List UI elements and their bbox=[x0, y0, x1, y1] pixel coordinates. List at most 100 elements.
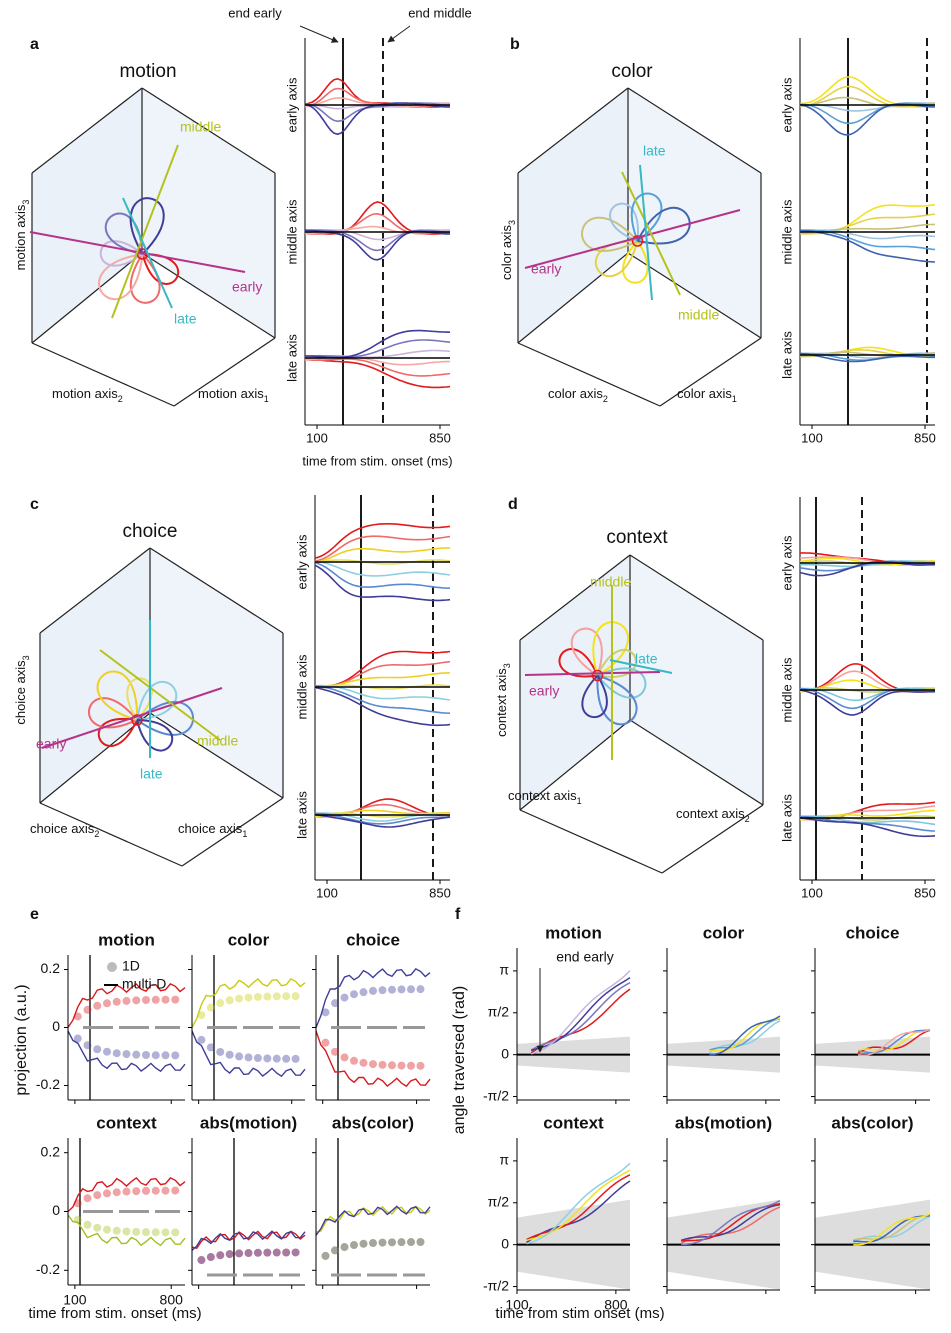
trace bbox=[304, 358, 451, 377]
trace bbox=[191, 1230, 306, 1250]
trace bbox=[799, 816, 936, 838]
dot bbox=[253, 1248, 262, 1257]
dot bbox=[197, 1256, 206, 1265]
row-label: middle axis bbox=[294, 654, 309, 720]
dot bbox=[359, 1058, 368, 1067]
dot bbox=[171, 1228, 180, 1237]
trajectory bbox=[126, 677, 153, 721]
dot bbox=[93, 1045, 102, 1054]
dot bbox=[350, 1241, 358, 1250]
trajectory bbox=[136, 700, 195, 736]
line bbox=[31, 87, 143, 174]
legend-label: multi-D bbox=[122, 976, 166, 992]
y-tick-label: π bbox=[499, 962, 509, 978]
trace bbox=[314, 813, 451, 828]
line bbox=[517, 342, 661, 407]
dot bbox=[340, 1053, 349, 1062]
cube-wall bbox=[150, 548, 283, 798]
trace bbox=[858, 1029, 931, 1054]
line bbox=[122, 197, 173, 309]
dot bbox=[83, 1041, 92, 1050]
line bbox=[621, 171, 681, 296]
dot bbox=[378, 1238, 387, 1247]
dot bbox=[291, 1054, 300, 1063]
line bbox=[99, 649, 221, 741]
y-axis-label: angle traversed (rad) bbox=[451, 986, 468, 1135]
trajectory bbox=[129, 197, 165, 255]
x-tick-label: 850 bbox=[914, 885, 936, 900]
trace bbox=[314, 650, 451, 687]
dot bbox=[235, 1052, 244, 1061]
x-tick-label: 850 bbox=[429, 430, 451, 445]
line bbox=[524, 671, 661, 676]
trace bbox=[852, 1215, 931, 1244]
y-tick-label: -0.2 bbox=[36, 1076, 60, 1092]
dot bbox=[331, 1246, 339, 1255]
trajectory bbox=[558, 648, 599, 678]
line bbox=[387, 25, 411, 43]
dot bbox=[369, 986, 377, 995]
dot bbox=[73, 1034, 82, 1043]
trace bbox=[530, 981, 631, 1051]
dot bbox=[151, 1228, 160, 1237]
line bbox=[299, 25, 339, 43]
trace bbox=[304, 357, 451, 389]
trajectory bbox=[87, 697, 138, 729]
dot bbox=[350, 1056, 358, 1065]
dot bbox=[244, 1053, 253, 1062]
trace bbox=[853, 1214, 931, 1243]
trace bbox=[799, 229, 936, 251]
dot bbox=[112, 997, 121, 1006]
axis-label-text: color axis bbox=[677, 386, 732, 401]
axis-label-sub: 1 bbox=[242, 829, 247, 839]
trace bbox=[709, 1015, 781, 1056]
dot bbox=[103, 1047, 111, 1056]
row-label: middle axis bbox=[779, 199, 794, 265]
trace bbox=[530, 976, 631, 1052]
dot bbox=[216, 1251, 225, 1260]
trajectory-label: late bbox=[635, 651, 658, 667]
trace bbox=[67, 1214, 186, 1247]
dot bbox=[272, 992, 281, 1001]
x-tick-label: 800 bbox=[160, 1292, 184, 1308]
trace bbox=[799, 815, 936, 826]
trace bbox=[853, 1213, 931, 1246]
dot bbox=[388, 1238, 396, 1247]
axis-label: motion axis1 bbox=[198, 386, 269, 404]
trace bbox=[708, 1020, 781, 1054]
dot bbox=[161, 1186, 170, 1195]
dot bbox=[321, 1251, 330, 1260]
axis-label-sub: 3 bbox=[502, 663, 512, 668]
dot bbox=[369, 1060, 377, 1069]
dot bbox=[407, 1238, 415, 1247]
y-tick-label: 0 bbox=[52, 1018, 60, 1034]
trajectory bbox=[570, 627, 603, 677]
trace bbox=[681, 1200, 781, 1246]
line bbox=[141, 87, 276, 174]
dot bbox=[225, 1250, 234, 1259]
dot bbox=[282, 992, 291, 1001]
trajectory-label: middle bbox=[590, 574, 631, 590]
dot bbox=[282, 1054, 291, 1063]
subplot-title: abs(motion) bbox=[200, 1113, 297, 1132]
dot bbox=[235, 1249, 244, 1258]
trace bbox=[530, 970, 631, 1055]
y-tick-label: -π/2 bbox=[483, 1277, 509, 1293]
trace bbox=[314, 547, 450, 564]
line bbox=[31, 342, 175, 407]
trajectory bbox=[636, 206, 691, 245]
axis-label-sub: 1 bbox=[577, 796, 582, 806]
line bbox=[181, 797, 284, 867]
dot bbox=[161, 1228, 170, 1237]
dot bbox=[388, 1238, 396, 1247]
dot bbox=[331, 1047, 339, 1056]
dot bbox=[253, 1054, 262, 1063]
axis-label: choice axis2 bbox=[30, 821, 99, 839]
x-tick-label: 850 bbox=[429, 885, 451, 900]
dot bbox=[407, 1238, 415, 1247]
dot bbox=[416, 985, 425, 994]
y-tick-label: π bbox=[499, 1152, 509, 1168]
x-axis-label: time from stim onset (ms) bbox=[495, 1305, 664, 1322]
dot bbox=[388, 1061, 396, 1070]
trace bbox=[191, 1230, 306, 1251]
